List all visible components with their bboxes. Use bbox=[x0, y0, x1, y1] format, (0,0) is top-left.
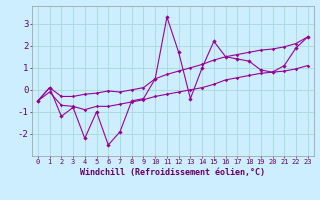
X-axis label: Windchill (Refroidissement éolien,°C): Windchill (Refroidissement éolien,°C) bbox=[80, 168, 265, 177]
